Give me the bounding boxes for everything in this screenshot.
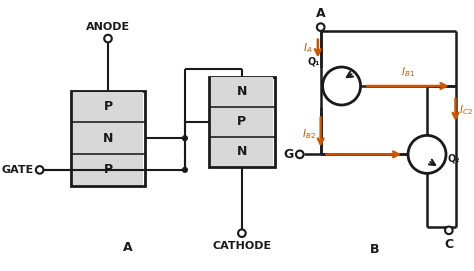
Bar xyxy=(71,91,145,186)
Text: I$_A$: I$_A$ xyxy=(303,41,313,55)
Circle shape xyxy=(104,35,112,42)
Text: Q₁: Q₁ xyxy=(307,56,320,66)
Text: P: P xyxy=(103,100,112,113)
Text: N: N xyxy=(237,145,247,158)
Bar xyxy=(210,108,273,136)
Circle shape xyxy=(182,136,187,141)
Circle shape xyxy=(296,151,303,158)
Text: B: B xyxy=(370,243,380,256)
Text: A: A xyxy=(316,7,326,20)
Text: P: P xyxy=(237,115,246,128)
Bar xyxy=(73,123,143,153)
Text: CATHODE: CATHODE xyxy=(212,241,272,251)
Bar xyxy=(210,78,273,106)
Text: N: N xyxy=(237,85,247,98)
Bar xyxy=(73,155,143,185)
Text: C: C xyxy=(444,238,454,251)
Text: A: A xyxy=(123,241,133,254)
Circle shape xyxy=(408,136,446,173)
Circle shape xyxy=(36,166,44,174)
Text: N: N xyxy=(103,132,113,145)
Text: G: G xyxy=(283,148,293,161)
Text: Q₂: Q₂ xyxy=(448,153,460,163)
Text: ANODE: ANODE xyxy=(86,22,130,32)
Bar xyxy=(73,92,143,121)
Text: GATE: GATE xyxy=(2,165,34,175)
Circle shape xyxy=(445,227,453,234)
Circle shape xyxy=(323,67,361,105)
Text: P: P xyxy=(103,163,112,176)
Circle shape xyxy=(238,229,246,237)
Text: I$_{B2}$: I$_{B2}$ xyxy=(302,128,316,141)
Circle shape xyxy=(317,23,325,31)
Text: I$_{C2}$: I$_{C2}$ xyxy=(459,103,474,117)
Circle shape xyxy=(182,167,187,172)
Bar xyxy=(209,76,275,167)
Text: I$_{B1}$: I$_{B1}$ xyxy=(401,66,415,79)
Bar xyxy=(210,138,273,166)
